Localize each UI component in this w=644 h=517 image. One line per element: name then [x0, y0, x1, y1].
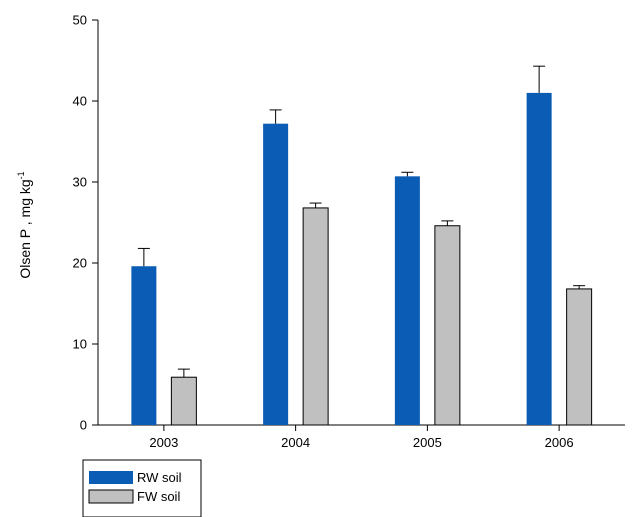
- x-tick-label: 2006: [545, 435, 574, 450]
- y-tick-label: 50: [73, 13, 87, 28]
- legend-label: RW soil: [137, 470, 182, 485]
- y-tick-label: 10: [73, 337, 87, 352]
- x-tick-label: 2005: [413, 435, 442, 450]
- plot-area: 0 10 20 30 40 50 2003 2004 2005 2006: [73, 13, 625, 450]
- y-axis-title: Olsen P , mg kg-1: [16, 171, 33, 278]
- y-tick-label: 20: [73, 256, 87, 271]
- y-axis-label: Olsen P , mg kg-1: [16, 171, 33, 278]
- bar-rw-soil: [526, 92, 552, 426]
- bar-rw-soil: [263, 123, 289, 426]
- x-tick-label: 2003: [149, 435, 178, 450]
- y-tick-label: 30: [73, 175, 87, 190]
- legend-label: FW soil: [137, 489, 180, 504]
- bar-fw-soil: [566, 288, 593, 426]
- bar-fw-soil: [434, 225, 461, 426]
- y-tick-label: 40: [73, 94, 87, 109]
- bar-fw-soil: [170, 376, 197, 426]
- x-tick-label: 2004: [281, 435, 310, 450]
- bar-fw-soil: [302, 207, 329, 426]
- y-axis-label-superscript: -1: [16, 171, 26, 179]
- legend-swatch: [88, 489, 134, 504]
- y-tick-label: 0: [80, 418, 87, 433]
- legend-box: [82, 459, 202, 517]
- legend: RW soil FW soil: [82, 459, 202, 517]
- bar-rw-soil: [131, 266, 157, 425]
- bar-rw-soil: [394, 176, 420, 425]
- legend-swatch: [89, 471, 133, 484]
